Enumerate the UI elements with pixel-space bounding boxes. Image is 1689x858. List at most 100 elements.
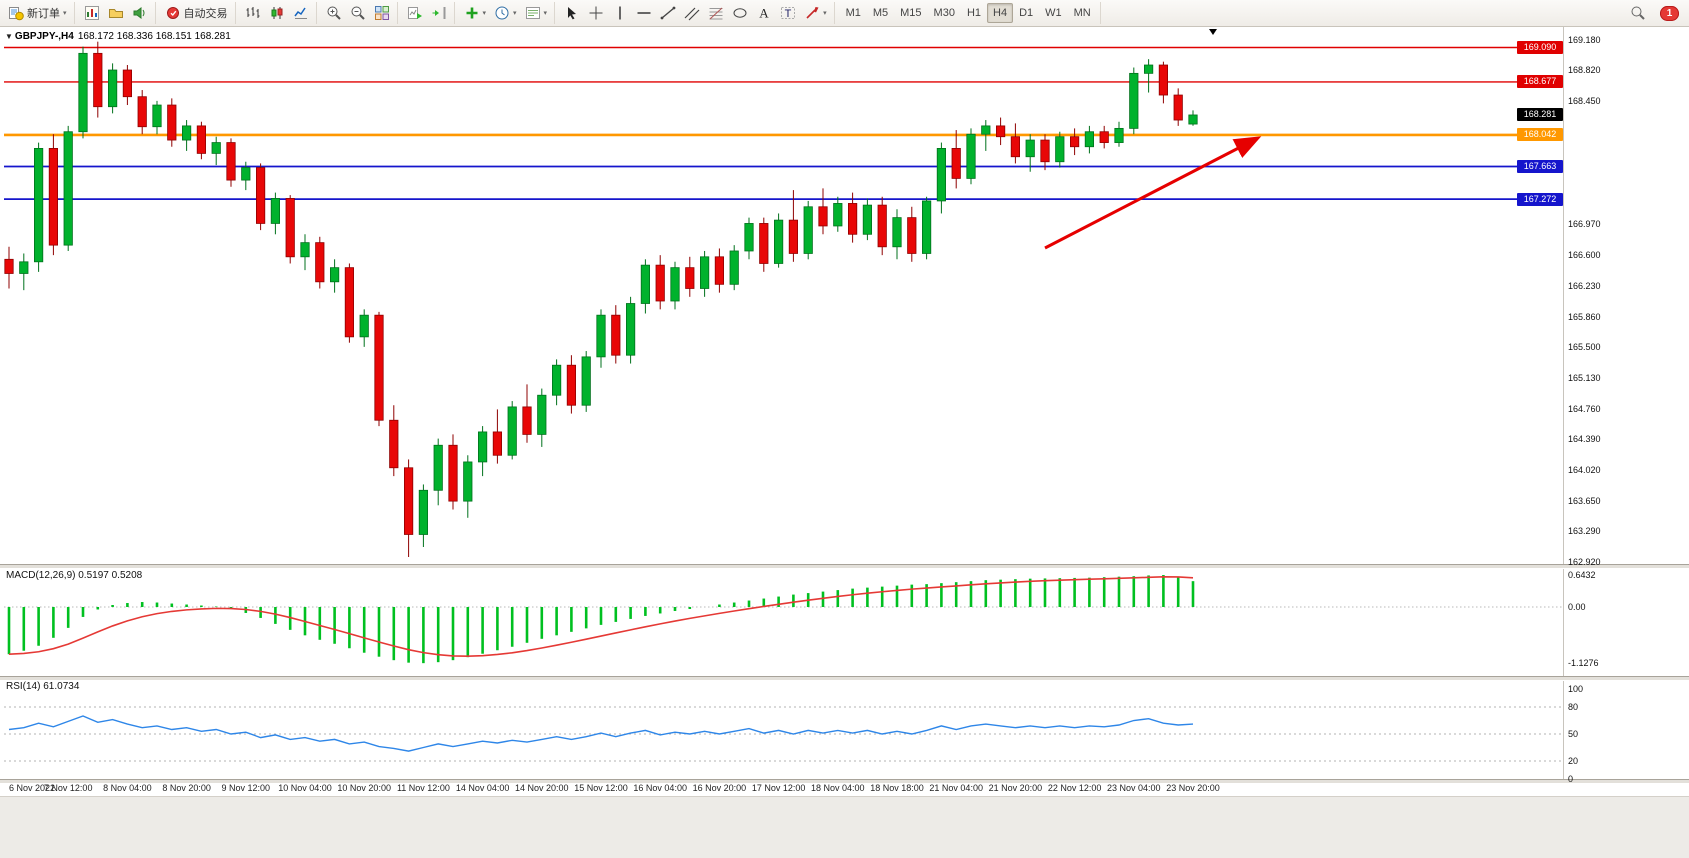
tf-mn-label: MN [1073, 7, 1091, 19]
text-icon: A [756, 5, 772, 21]
time-axis-splitter [0, 779, 1689, 784]
scroll-group [400, 2, 455, 24]
price-axis-border [1563, 27, 1564, 782]
tf-w1-button[interactable]: W1 [1039, 3, 1068, 23]
macd-main-value: 0.5197 [78, 570, 109, 581]
toolbar: 新订单 ▾ 自动交易 ▾ ▾ ▾ A T ▾ M1 M5 M15 M30 H1 H4 D1 W1 MN 1 [0, 0, 1689, 27]
periods-button[interactable]: ▾ [490, 3, 521, 23]
tile-windows-button[interactable] [370, 3, 394, 23]
zoom-in-icon [326, 5, 342, 21]
timeframe-group: M1 M5 M15 M30 H1 H4 D1 W1 MN [837, 2, 1101, 24]
symbol-menu-icon[interactable]: ▼ [5, 32, 13, 41]
tf-h4-label: H4 [993, 7, 1008, 19]
window-group [77, 2, 156, 24]
rsi-title: RSI(14) [6, 681, 41, 692]
chart-shift-marker [1209, 29, 1217, 35]
tf-m1-label: M1 [845, 7, 861, 19]
line-chart-button[interactable] [289, 3, 313, 23]
toolbar-buttons: 新订单 ▾ 自动交易 ▾ ▾ ▾ A T ▾ M1 M5 M15 M30 H1 H4 D1 W1 MN [0, 0, 1102, 26]
crosshair-icon [588, 5, 604, 21]
ohlc-values: 168.172 168.336 168.151 168.281 [77, 31, 231, 42]
chart-window-button[interactable] [80, 3, 104, 23]
autotrade-label: 自动交易 [183, 8, 228, 20]
tf-m15-button[interactable]: M15 [894, 3, 927, 23]
label-icon: T [780, 5, 796, 21]
zoom-group [319, 2, 398, 24]
auto-scroll-icon [407, 5, 423, 21]
svg-text:A: A [759, 6, 769, 21]
rsi-panel-label: RSI(14) 61.0734 [6, 681, 79, 692]
new-order-label: 新订单 [27, 8, 60, 20]
tf-m5-label: M5 [872, 7, 889, 19]
price-chart[interactable] [0, 0, 1689, 800]
zoom-out-icon [350, 5, 366, 21]
arrows-button[interactable]: ▾ [800, 3, 831, 23]
sound-icon [132, 5, 148, 21]
tf-mn-button[interactable]: MN [1068, 3, 1097, 23]
shapes-button[interactable] [728, 3, 752, 23]
horizontal-line-button[interactable] [632, 3, 656, 23]
new-order-icon [8, 5, 24, 21]
autotrade-button[interactable]: 自动交易 [161, 3, 232, 23]
zoom-in-button[interactable] [322, 3, 346, 23]
profiles-button[interactable] [104, 3, 128, 23]
auto-scroll-button[interactable] [403, 3, 427, 23]
bar-chart-button[interactable] [241, 3, 265, 23]
fibonacci-button[interactable] [704, 3, 728, 23]
macd-panel-label: MACD(12,26,9) 0.5197 0.5208 [6, 570, 142, 581]
text-button[interactable]: A [752, 3, 776, 23]
tf-m30-button[interactable]: M30 [928, 3, 961, 23]
autotrade-icon [165, 5, 181, 21]
rsi-value: 61.0734 [43, 681, 80, 692]
fibonacci-icon [708, 5, 724, 21]
bar-chart-icon [245, 5, 261, 21]
drawing-group: A T ▾ [557, 2, 835, 24]
chevron-down-icon: ▾ [543, 10, 548, 17]
order-group: 新订单 ▾ [1, 2, 75, 24]
rsi-panel-splitter[interactable] [0, 676, 1689, 681]
label-button[interactable]: T [776, 3, 800, 23]
hline-icon [636, 5, 652, 21]
tf-d1-button[interactable]: D1 [1013, 3, 1039, 23]
chart-shift-icon [431, 5, 447, 21]
tf-h4-button[interactable]: H4 [987, 3, 1014, 23]
cursor-button[interactable] [560, 3, 584, 23]
add-indicator-button[interactable]: ▾ [460, 3, 491, 23]
macd-signal-value: 0.5208 [111, 570, 143, 581]
autotrade-group: 自动交易 [158, 2, 236, 24]
tf-d1-label: D1 [1019, 7, 1034, 19]
svg-text:T: T [785, 8, 792, 20]
tf-m5-button[interactable]: M5 [867, 3, 894, 23]
chart-type-group [238, 2, 317, 24]
chevron-down-icon: ▾ [513, 10, 517, 17]
channel-button[interactable] [680, 3, 704, 23]
chevron-down-icon: ▾ [63, 10, 67, 17]
chevron-down-icon: ▾ [823, 10, 827, 17]
shapes-icon [732, 5, 748, 21]
profiles-icon [108, 5, 124, 21]
window-bottom-area [0, 796, 1689, 858]
indicator-group: ▾ ▾ ▾ [457, 2, 556, 24]
vertical-line-button[interactable] [608, 3, 632, 23]
candle-chart-icon [269, 5, 285, 21]
tf-h1-button[interactable]: H1 [961, 3, 987, 23]
templates-button[interactable]: ▾ [521, 3, 552, 23]
sound-button[interactable] [128, 3, 152, 23]
zoom-out-button[interactable] [346, 3, 370, 23]
chart-header: ▼ GBPJPY-,H4 168.172 168.336 168.151 168.2… [5, 31, 231, 42]
tf-m30-label: M30 [933, 7, 955, 19]
notification-badge[interactable]: 1 [1660, 5, 1679, 21]
tile-windows-icon [374, 5, 390, 21]
candle-chart-button[interactable] [265, 3, 289, 23]
macd-panel-splitter[interactable] [0, 564, 1689, 569]
new-order-button[interactable]: 新订单 ▾ [4, 3, 71, 23]
crosshair-button[interactable] [584, 3, 608, 23]
tf-m1-button[interactable]: M1 [840, 3, 867, 23]
tf-w1-label: W1 [1045, 7, 1062, 19]
macd-title: MACD(12,26,9) [6, 570, 76, 581]
chart-shift-button[interactable] [427, 3, 451, 23]
chart-window-icon [84, 5, 100, 21]
search-button[interactable] [1626, 3, 1650, 23]
search-icon [1630, 5, 1646, 21]
trendline-button[interactable] [656, 3, 680, 23]
